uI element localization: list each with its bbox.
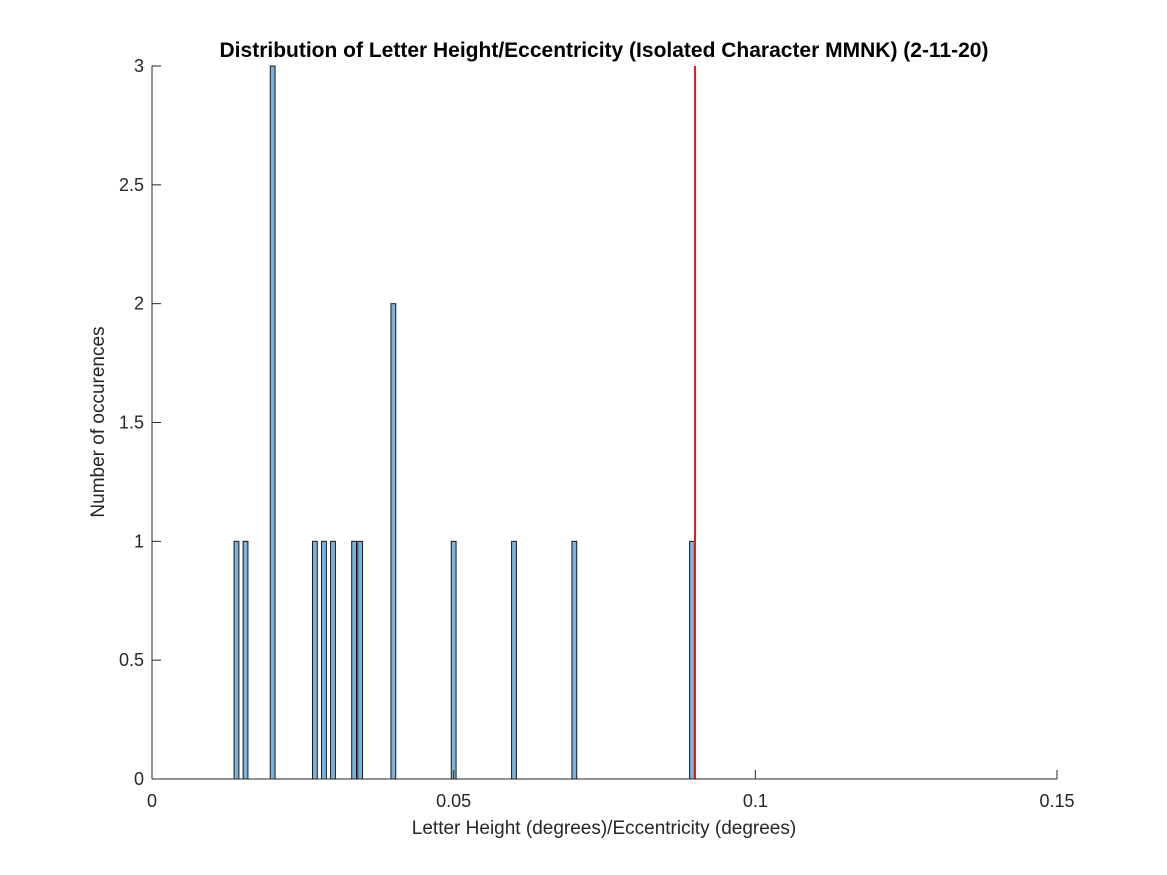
histogram-bar-5	[321, 540, 327, 780]
y-tick-label-5: 2	[134, 294, 144, 314]
y-tick-label-3: 1	[134, 531, 144, 551]
histogram-bar-1	[233, 540, 240, 780]
y-tick-label-2: 0.5	[119, 650, 144, 670]
histogram-bar-4	[311, 540, 318, 780]
histogram-bar-9	[390, 303, 397, 780]
x-tick-label-4: 0.15	[1039, 791, 1074, 811]
y-axis-label: Number of occurences	[88, 326, 109, 517]
x-axis-label: Letter Height (degrees)/Eccentricity (de…	[412, 818, 796, 839]
histogram-bar-3	[269, 65, 276, 780]
histogram-bar-11	[511, 540, 517, 780]
y-tick-label-7: 3	[134, 56, 144, 76]
x-tick-label-3: 0.1	[743, 791, 768, 811]
y-tick-label-6: 2.5	[119, 175, 144, 195]
histogram-bar-12	[571, 540, 578, 780]
histogram-bar-8	[357, 540, 364, 780]
histogram-bar-10	[450, 540, 457, 780]
x-tick-label-2: 0.05	[436, 791, 471, 811]
y-tick-label-1: 0	[134, 769, 144, 789]
chart-title: Distribution of Letter Height/Eccentrici…	[220, 39, 989, 62]
histogram-bar-2	[242, 540, 249, 780]
x-tick-label-1: 0	[147, 791, 157, 811]
histogram-bar-13	[689, 540, 695, 780]
histogram-bar-6	[330, 540, 336, 780]
ticks-layer: 0 0.05 0.1 0.15 0 0.5 1 1.5 2 2.5 3	[119, 56, 1075, 811]
histogram-bar-7	[351, 540, 358, 780]
y-tick-label-4: 1.5	[119, 413, 144, 433]
